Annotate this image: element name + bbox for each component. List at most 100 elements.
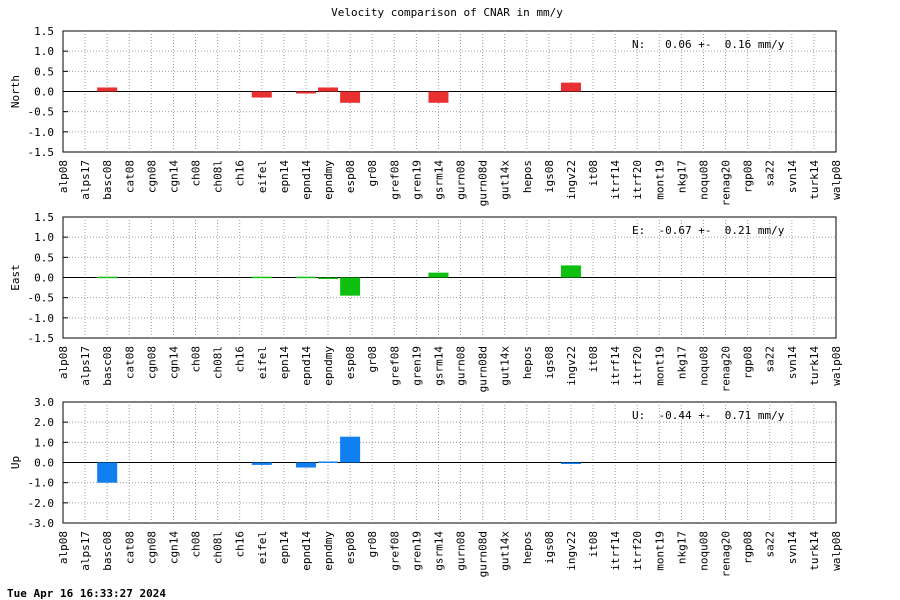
up-ytick-label: 2.0 — [34, 416, 54, 429]
up-ylabel: Up — [9, 456, 22, 469]
north-xtick-label: mont19 — [653, 160, 666, 200]
north-xtick-label: sa22 — [764, 160, 777, 187]
east-bar-epndmy — [318, 277, 339, 279]
north-xtick-label: cgn08 — [145, 160, 158, 193]
north-xtick-label: ch16 — [234, 160, 247, 187]
up-xtick-label: it08 — [587, 531, 600, 558]
east-xtick-label: cgn14 — [167, 346, 180, 379]
east-ytick-label: 1.5 — [34, 211, 54, 224]
east-xtick-label: epnd14 — [300, 346, 313, 386]
up-ytick-label: 1.0 — [34, 436, 54, 449]
north-ytick-label: -0.5 — [28, 106, 55, 119]
up-xtick-label: rgp08 — [742, 531, 755, 564]
up-bar-esp08 — [340, 436, 361, 463]
north-bar-esp08 — [340, 91, 361, 103]
east-bar-esp08 — [340, 277, 361, 296]
north-bar-eifel — [251, 91, 272, 98]
up-xtick-label: walp08 — [830, 531, 843, 571]
east-xtick-label: basc08 — [101, 346, 114, 386]
north-xtick-label: epnd14 — [300, 160, 313, 200]
east-ytick-label: 0.0 — [34, 272, 54, 285]
up-annotation: U: -0.44 +- 0.71 mm/y — [632, 409, 785, 422]
east-xtick-label: it08 — [587, 346, 600, 373]
east-xtick-label: cat08 — [123, 346, 136, 379]
north-ytick-label: 1.5 — [34, 25, 54, 38]
north-bar-basc08 — [97, 87, 118, 92]
east-xtick-label: itrf14 — [609, 346, 622, 386]
east-xtick-label: esp08 — [344, 346, 357, 379]
east-xtick-label: epndmy — [322, 346, 335, 386]
timestamp: Tue Apr 16 16:33:27 2024 — [7, 587, 166, 600]
east-xtick-label: gren19 — [410, 346, 423, 386]
up-xtick-label: ch08l — [212, 531, 225, 564]
up-xtick-label: eifel — [256, 531, 269, 564]
east-xtick-label: alps17 — [79, 346, 92, 386]
north-bar-epnd14 — [295, 91, 316, 94]
east-xtick-label: hepos — [521, 346, 534, 379]
east-bar-epnd14 — [295, 276, 316, 279]
north-xtick-label: svn14 — [786, 160, 799, 193]
east-ytick-label: 0.5 — [34, 251, 54, 264]
east-xtick-label: eifel — [256, 346, 269, 379]
north-ylabel: North — [9, 75, 22, 108]
north-xtick-label: rgp08 — [742, 160, 755, 193]
east-xtick-label: walp08 — [830, 346, 843, 386]
up-xtick-label: hepos — [521, 531, 534, 564]
up-xtick-label: alp08 — [57, 531, 70, 564]
north-xtick-label: itrf14 — [609, 160, 622, 200]
up-xtick-label: cat08 — [123, 531, 136, 564]
east-xtick-label: sa22 — [764, 346, 777, 373]
east-xtick-label: noqu08 — [697, 346, 710, 386]
up-xtick-label: epndmy — [322, 531, 335, 571]
east-xtick-label: svn14 — [786, 346, 799, 379]
chart-title: Velocity comparison of CNAR in mm/y — [331, 6, 563, 19]
up-xtick-label: epnd14 — [300, 531, 313, 571]
north-xtick-label: igs08 — [543, 160, 556, 193]
up-ytick-label: -2.0 — [28, 497, 55, 510]
north-xtick-label: it08 — [587, 160, 600, 187]
up-xtick-label: sa22 — [764, 531, 777, 558]
north-xtick-label: cgn14 — [167, 160, 180, 193]
north-xtick-label: renag20 — [720, 160, 733, 206]
east-bar-ingv22 — [560, 265, 581, 278]
north-xtick-label: hepos — [521, 160, 534, 193]
up-xtick-label: gut14x — [499, 531, 512, 571]
north-ytick-label: 0.5 — [34, 65, 54, 78]
north-bar-epndmy — [318, 87, 339, 92]
up-bar-eifel — [251, 462, 272, 465]
north-xtick-label: ingv22 — [565, 160, 578, 200]
up-xtick-label: cgn08 — [145, 531, 158, 564]
north-xtick-label: gut14x — [499, 160, 512, 200]
north-xtick-label: ch08 — [190, 160, 203, 187]
north-xtick-label: alps17 — [79, 160, 92, 200]
up-xtick-label: itrf14 — [609, 531, 622, 571]
east-xtick-label: alp08 — [57, 346, 70, 379]
up-xtick-label: gref08 — [388, 531, 401, 571]
up-xtick-label: itrf20 — [631, 531, 644, 571]
up-xtick-label: gurn08 — [455, 531, 468, 571]
up-xtick-label: esp08 — [344, 531, 357, 564]
up-xtick-label: alps17 — [79, 531, 92, 571]
north-xtick-label: basc08 — [101, 160, 114, 200]
north-annotation: N: 0.06 +- 0.16 mm/y — [632, 38, 785, 51]
north-ytick-label: -1.5 — [28, 146, 55, 159]
east-xtick-label: cgn08 — [145, 346, 158, 379]
north-xtick-label: nkg17 — [675, 160, 688, 193]
up-xtick-label: svn14 — [786, 531, 799, 564]
up-xtick-label: ingv22 — [565, 531, 578, 571]
east-xtick-label: gr08 — [366, 346, 379, 373]
up-xtick-label: gr08 — [366, 531, 379, 558]
up-ytick-label: 0.0 — [34, 457, 54, 470]
up-xtick-label: gsrm14 — [432, 531, 445, 571]
up-xtick-label: basc08 — [101, 531, 114, 571]
east-xtick-label: ingv22 — [565, 346, 578, 386]
up-ytick-label: 3.0 — [34, 396, 54, 409]
east-xtick-label: ch08l — [212, 346, 225, 379]
north-xtick-label: epndmy — [322, 160, 335, 200]
east-xtick-label: epn14 — [278, 346, 291, 379]
north-xtick-label: alp08 — [57, 160, 70, 193]
north-ytick-label: 1.0 — [34, 45, 54, 58]
east-ylabel: East — [9, 264, 22, 291]
north-bar-gsrm14 — [428, 91, 449, 103]
north-xtick-label: itrf20 — [631, 160, 644, 200]
